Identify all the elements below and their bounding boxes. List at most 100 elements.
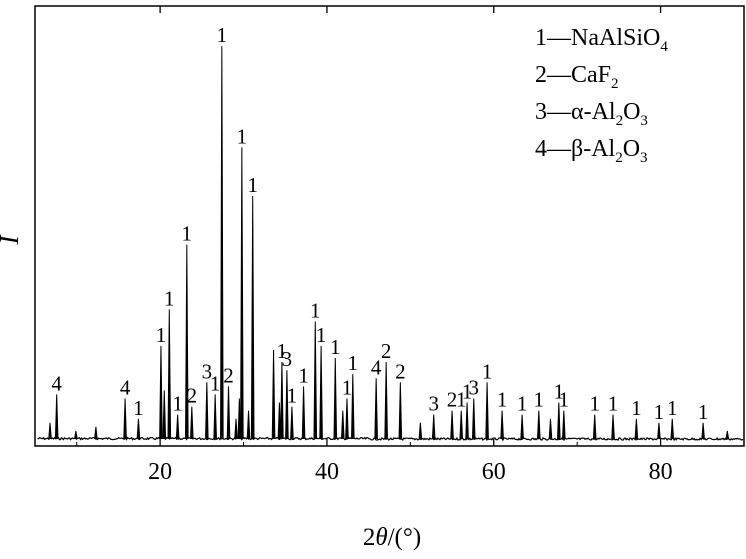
diffraction-peak [431, 414, 436, 440]
xrd-pattern [37, 46, 744, 442]
peak-label: 2 [223, 363, 234, 387]
peak-label: 1 [497, 388, 508, 412]
x-axis-label-prefix: 2 [363, 524, 376, 551]
peak-label: 1 [631, 396, 642, 420]
diffraction-peak [240, 147, 244, 440]
diffraction-peak [213, 394, 217, 440]
x-axis-label-unit: /(°) [388, 524, 422, 551]
peak-label: 1 [330, 335, 341, 359]
x-axis-label-symbol: θ [375, 524, 387, 551]
peak-label: 1 [534, 388, 545, 412]
diffraction-peak [459, 410, 464, 440]
diffraction-peak [450, 410, 454, 440]
legend-phase-id: 3 [535, 99, 547, 125]
diffraction-peak [301, 386, 306, 440]
peak-label: 1 [348, 351, 359, 375]
peak-label: 1 [342, 376, 353, 400]
diffraction-peak [333, 357, 338, 440]
diffraction-peak [398, 382, 403, 440]
diffraction-peak [418, 422, 423, 440]
diffraction-peak [384, 362, 388, 440]
diffraction-peak [271, 349, 276, 440]
legend-dash: — [546, 136, 572, 162]
diffraction-peak [374, 378, 378, 440]
diffraction-peak [162, 390, 167, 440]
x-axis-label: 2θ/(°) [363, 524, 421, 551]
x-axis-ticks: 20 40 60 80 [76, 6, 673, 485]
diffraction-peak [592, 414, 597, 440]
legend-dash: — [546, 99, 572, 125]
diffraction-peak [54, 394, 59, 440]
peak-label: 1 [217, 23, 228, 47]
peak-label: 4 [371, 355, 382, 379]
diffraction-peak [500, 410, 504, 440]
diffraction-peak [123, 398, 127, 440]
diffraction-peak [548, 418, 553, 440]
peak-label: 2 [447, 388, 458, 412]
diffraction-peak [485, 382, 489, 440]
diffraction-peak [670, 418, 675, 440]
peak-label: 1 [310, 299, 321, 323]
peak-label: 1 [182, 222, 193, 246]
x-tick-label: 20 [148, 459, 172, 485]
diffraction-peak [159, 345, 163, 440]
legend-formula-part: α-Al [571, 99, 616, 125]
diffraction-peak [246, 410, 251, 440]
peak-label: 1 [172, 392, 183, 416]
legend-formula-part: 3 [640, 113, 648, 129]
peak-label: 3 [428, 392, 439, 416]
peak-label: 2 [187, 384, 198, 408]
peak-label: 1 [298, 363, 309, 387]
diffraction-peak [167, 309, 172, 440]
legend-phase-id: 1 [535, 25, 547, 51]
legend-formula-part: O [623, 136, 640, 162]
diffraction-peak [205, 382, 209, 440]
legend-entry: 1—NaAlSiO4 [535, 25, 668, 55]
diffraction-peak [465, 402, 469, 440]
diffraction-peak [657, 422, 661, 440]
legend-phase-id: 4 [535, 136, 547, 162]
legend-formula-part: CaF [571, 62, 611, 88]
legend-formula-part: O [623, 99, 640, 125]
peak-label: 1 [210, 371, 221, 395]
peak-label: 1 [559, 388, 570, 412]
diffraction-peak [280, 362, 284, 440]
diffraction-peak [345, 398, 349, 440]
legend-formula-part: 4 [660, 39, 668, 55]
diffraction-peak [285, 370, 289, 440]
peak-label: 1 [277, 339, 288, 363]
peak-label: 2 [395, 359, 406, 383]
peak-label: 1 [654, 400, 665, 424]
peak-label: 1 [589, 392, 600, 416]
legend-entry: 4—β-Al2O3 [535, 136, 648, 166]
legend-formula-part: 2 [611, 76, 619, 92]
diffraction-peak [290, 406, 294, 440]
x-tick-label: 40 [315, 459, 339, 485]
peak-label: 3 [468, 376, 479, 400]
diffraction-peak [319, 345, 323, 440]
diffraction-peak [136, 418, 141, 440]
peak-label: 1 [517, 392, 528, 416]
diffraction-peak [48, 422, 52, 440]
peak-label: 1 [164, 286, 175, 310]
peak-label: 2 [381, 339, 392, 363]
diffraction-peak [226, 386, 231, 440]
diffraction-peak [557, 402, 561, 440]
legend-phase-id: 2 [535, 62, 547, 88]
legend-formula-part: 2 [616, 113, 624, 129]
peak-label: 1 [247, 173, 258, 197]
peak-label: 3 [282, 347, 293, 371]
peak-label: 1 [133, 396, 144, 420]
x-tick-label: 60 [482, 459, 506, 485]
pattern-baseline [37, 436, 744, 442]
diffraction-peak [94, 426, 98, 440]
peak-label: 1 [554, 380, 565, 404]
diffraction-peak [520, 414, 524, 440]
y-axis-label: I [0, 234, 24, 246]
peak-label: 1 [156, 323, 167, 347]
diffraction-peak [350, 374, 355, 440]
diffraction-peak [340, 410, 345, 440]
